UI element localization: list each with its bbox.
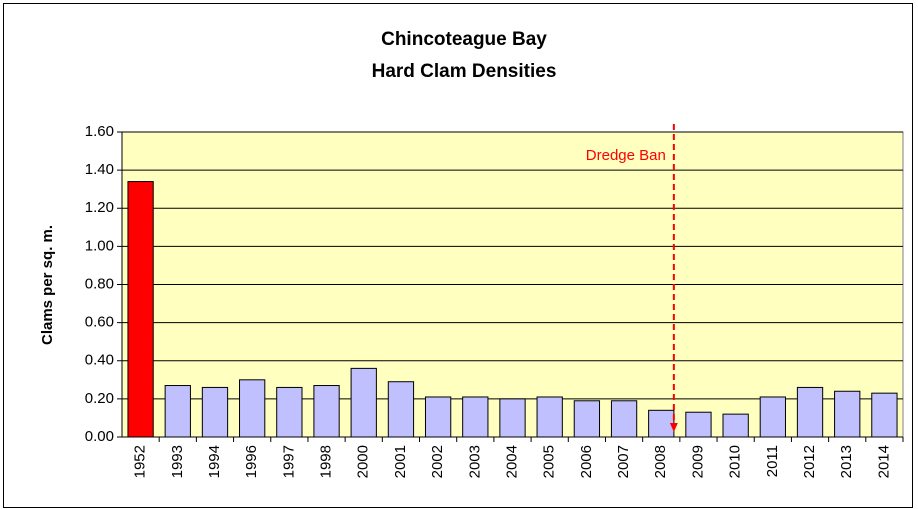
bar — [796, 386, 824, 438]
x-tick-label: 2009 — [689, 445, 706, 478]
bar — [350, 367, 377, 438]
bar — [834, 390, 861, 438]
x-tick-label: 2010 — [727, 445, 744, 478]
bar — [499, 398, 526, 438]
bar — [610, 400, 638, 438]
x-tick-label: 2011 — [764, 445, 781, 477]
x-tick-label: 2003 — [466, 445, 483, 478]
bar — [536, 396, 563, 438]
y-tick-label: 1.40 — [85, 161, 114, 178]
x-tick-label: 1993 — [169, 445, 186, 478]
bar — [573, 400, 601, 438]
x-tick-label: 2002 — [429, 445, 446, 478]
bar — [424, 396, 452, 438]
bar — [239, 379, 266, 438]
bar — [127, 181, 154, 438]
bar — [387, 381, 415, 438]
bar — [648, 409, 675, 438]
y-tick-label: 0.60 — [85, 314, 114, 331]
x-tick-label: 2000 — [355, 445, 372, 478]
x-tick-label: 1998 — [318, 445, 335, 478]
bar — [164, 385, 191, 438]
x-tick-label: 1994 — [206, 445, 223, 478]
x-tick-label: 2012 — [801, 445, 818, 478]
x-tick-label: 1996 — [243, 445, 260, 478]
y-tick-label: 1.20 — [85, 199, 114, 216]
bar — [871, 392, 898, 438]
y-axis-label: Clams per sq. m. — [39, 225, 56, 345]
annotation-arrow — [669, 423, 678, 432]
bar — [759, 396, 786, 438]
bar — [201, 386, 229, 438]
bar — [276, 386, 303, 438]
bar — [462, 396, 489, 438]
x-tick-label: 2006 — [578, 445, 595, 478]
annotation: Dredge Ban — [586, 147, 666, 164]
y-tick-label: 0.40 — [85, 352, 114, 369]
y-tick-label: 0.00 — [85, 428, 114, 445]
y-tick-label: 0.80 — [85, 275, 114, 292]
x-tick-label: 2005 — [541, 445, 558, 478]
x-tick-label: 1952 — [132, 445, 149, 478]
y-tick-label: 0.20 — [85, 390, 114, 407]
x-tick-label: 2007 — [615, 445, 632, 478]
bar — [313, 385, 340, 438]
x-tick-label: 2013 — [838, 445, 855, 478]
x-tick-label: 2008 — [652, 445, 669, 478]
chart-title: Hard Clam Densities — [372, 61, 557, 82]
chart-title: Chincoteague Bay — [381, 29, 547, 50]
x-tick-label: 2004 — [503, 445, 520, 478]
x-tick-label: 2001 — [392, 445, 409, 478]
y-tick-label: 1.00 — [85, 237, 114, 254]
bar — [685, 411, 712, 438]
x-tick-label: 2014 — [875, 445, 892, 478]
x-tick-label: 1997 — [280, 445, 297, 478]
y-tick-label: 1.60 — [85, 123, 114, 140]
bar — [722, 413, 749, 438]
